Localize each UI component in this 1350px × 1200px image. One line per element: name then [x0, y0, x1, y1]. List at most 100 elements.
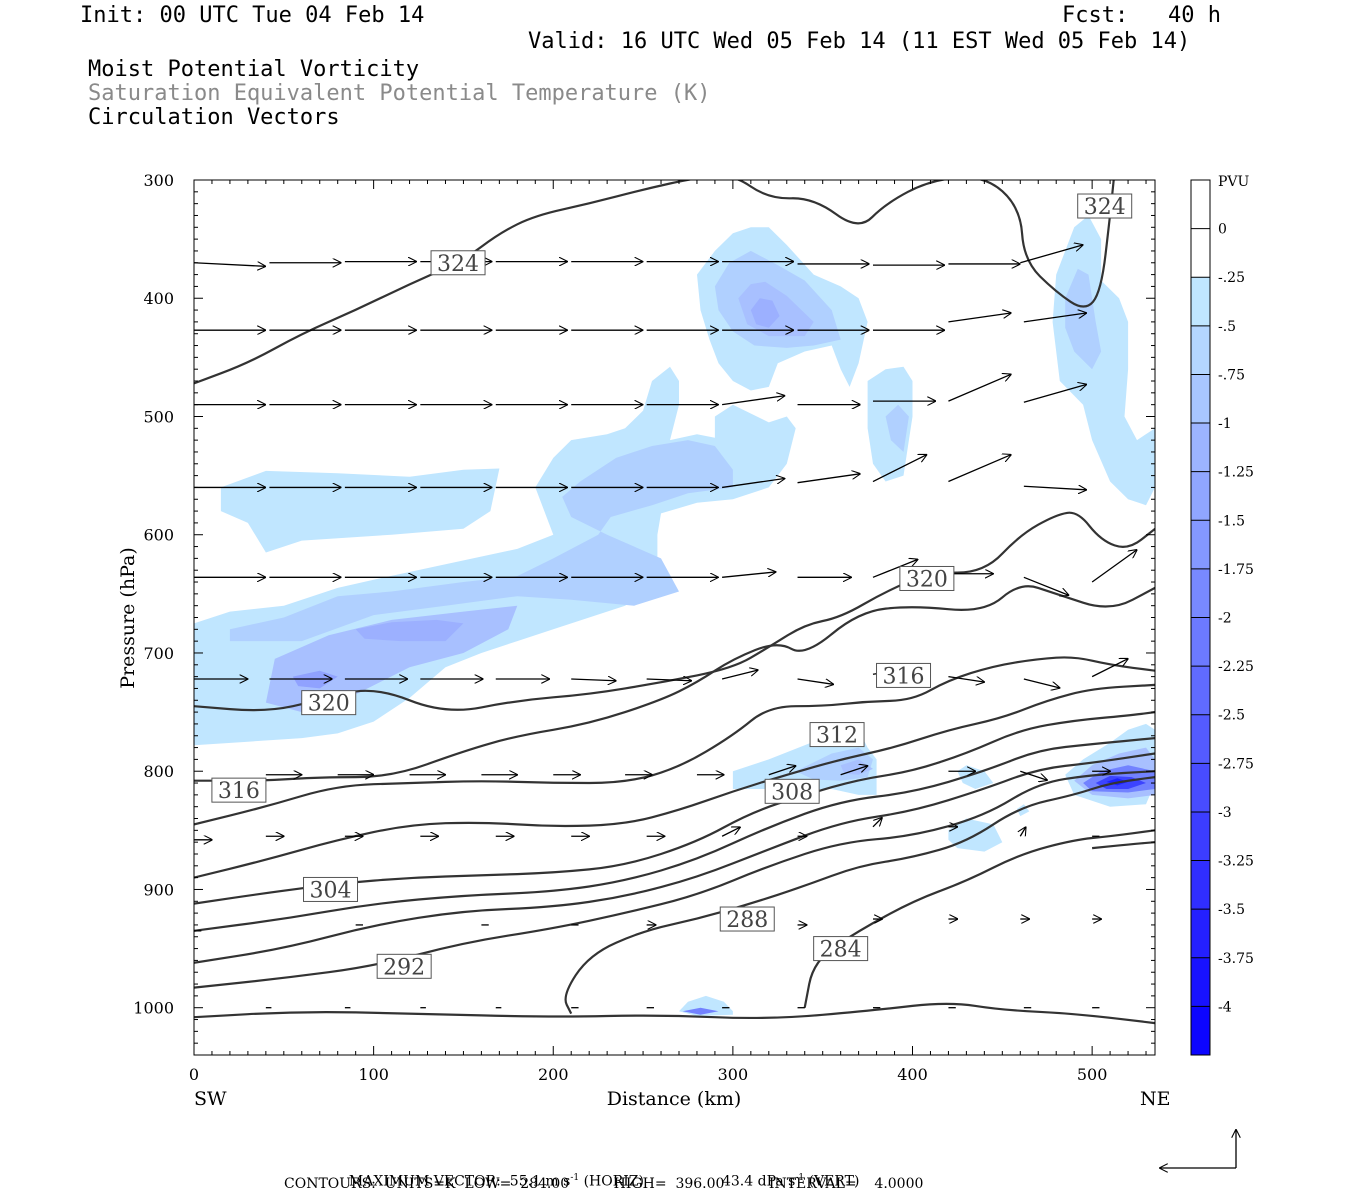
circulation-vector — [1020, 770, 1047, 780]
contour-label-box — [430, 250, 486, 276]
circulation-vector — [1020, 827, 1025, 836]
circulation-vector — [797, 474, 860, 484]
x-tick-label: 500 — [1077, 1065, 1108, 1084]
max-vector-label: MAXIMUM VECTOR: — [348, 1173, 501, 1190]
contour-label: 312 — [816, 724, 858, 749]
colorbar-swatch — [1191, 423, 1210, 472]
circulation-vector — [722, 572, 775, 578]
init-time-label: Init: 00 UTC Tue 04 Feb 14 — [80, 3, 425, 28]
pv-region — [682, 1007, 719, 1015]
pv-region — [355, 619, 464, 642]
colorbar-swatch — [1191, 811, 1210, 861]
theta-e-contour — [194, 770, 1155, 989]
y-tick-label: 500 — [143, 407, 174, 426]
field-title-vectors: Circulation Vectors — [88, 105, 340, 130]
y-tick-label: 400 — [143, 289, 174, 308]
x-axis-title: Distance (km) — [607, 1088, 742, 1110]
x-axis-left-end-label: SW — [194, 1088, 227, 1110]
contour-label: 324 — [1084, 195, 1126, 220]
circulation-vector — [872, 559, 918, 578]
colorbar-swatch — [1191, 277, 1210, 326]
colorbar-label: -1 — [1218, 416, 1232, 432]
contour-label-box — [301, 690, 357, 716]
valid-time-label: Valid: 16 UTC Wed 05 Feb 14 (11 EST Wed … — [528, 29, 1191, 54]
circulation-vector — [1091, 550, 1137, 583]
colorbar-swatch — [1191, 763, 1210, 812]
contour-label-box — [764, 778, 820, 804]
circulation-vector — [948, 455, 1010, 483]
max-horiz-exp: -1 — [570, 1173, 580, 1183]
circulation-vector — [872, 455, 926, 483]
contour-label-layer: 324 324 320 316 320 312 308 316 304 288 284 292 — [211, 193, 1133, 980]
contour-label-box — [899, 565, 955, 591]
y-tick-label: 300 — [143, 171, 174, 190]
colorbar-label: -2 — [1218, 611, 1232, 627]
colorbar-swatch — [1191, 180, 1210, 229]
contour-label-box — [211, 777, 267, 803]
pv-region — [1052, 215, 1155, 506]
colorbar-label: -1.25 — [1218, 465, 1254, 481]
circulation-vector — [948, 675, 984, 682]
theta-e-contour — [194, 683, 1155, 879]
colorbar-swatch — [1191, 909, 1210, 958]
theta-e-contour — [194, 711, 1155, 905]
theta-e-contour — [803, 829, 1155, 1008]
circulation-vector — [722, 479, 784, 489]
circulation-vector — [872, 818, 882, 828]
circulation-vector — [1023, 486, 1086, 490]
theta-e-contour — [194, 585, 1155, 782]
colorbar-swatch — [1191, 860, 1210, 910]
contour-label-box — [876, 662, 932, 688]
pv-region — [265, 605, 518, 713]
x-tick-label: 300 — [718, 1065, 749, 1084]
y-tick-label: 700 — [143, 644, 174, 663]
circulation-vector — [194, 263, 265, 267]
colorbar-label: -2.5 — [1218, 708, 1245, 724]
contour-label-box — [376, 953, 432, 979]
circulation-vector — [722, 396, 784, 406]
max-vert-unit: (VERT) — [804, 1173, 860, 1190]
theta-e-contour — [564, 776, 1155, 1015]
circulation-vector — [1023, 384, 1086, 403]
colorbar-label: -3.25 — [1218, 854, 1254, 870]
colorbar-label: -3 — [1218, 805, 1232, 821]
theta-e-contour — [194, 737, 1155, 932]
pv-region — [220, 468, 500, 553]
pv-region — [750, 298, 780, 328]
contour-label: 316 — [883, 664, 925, 689]
circulation-vector — [768, 766, 796, 776]
circulation-vector — [840, 766, 868, 776]
colorbar-swatch — [1191, 228, 1210, 278]
contour-label: 320 — [308, 692, 350, 717]
circulation-vector — [948, 313, 1010, 323]
colorbar-label: -.75 — [1218, 367, 1245, 383]
x-tick-label: 0 — [189, 1065, 199, 1084]
max-vert-exp: -1 — [795, 1173, 805, 1183]
pv-region — [1016, 804, 1030, 817]
contour-label: 288 — [726, 908, 768, 933]
contour-label: 304 — [310, 878, 352, 903]
colorbar-swatch — [1191, 957, 1210, 1007]
y-axis-title: Pressure (hPa) — [117, 547, 139, 689]
theta-e-contour — [194, 656, 1155, 826]
field-title-mpv: Moist Potential Vorticity — [88, 57, 420, 82]
contour-label-box — [719, 906, 775, 932]
colorbar-swatch — [1191, 520, 1210, 569]
colorbar-swatch — [1191, 374, 1210, 424]
colorbar-swatch — [1191, 471, 1210, 521]
colorbar-label: -1.5 — [1218, 513, 1245, 529]
x-tick-label: 200 — [538, 1065, 569, 1084]
max-horiz-value: 55.1 m s — [509, 1173, 571, 1190]
circulation-vector — [1023, 313, 1086, 323]
colorbar-label: -4 — [1218, 999, 1232, 1015]
pv-region — [885, 404, 909, 452]
max-horiz-unit: (HORIZ) — [579, 1173, 644, 1190]
max-vert-value: 43.4 dPa s — [721, 1173, 796, 1190]
colorbar-swatch — [1191, 1006, 1210, 1055]
circulation-vector-layer — [194, 245, 1137, 1009]
max-vector-line: MAXIMUM VECTOR: 55.1 m s-1 (HORIZ) 43.4 d… — [340, 1157, 860, 1190]
contour-label-box — [813, 936, 869, 962]
circulation-vector — [1020, 245, 1082, 264]
circulation-vector — [1023, 678, 1060, 688]
field-title-theta-e: Saturation Equivalent Potential Temperat… — [88, 81, 711, 106]
